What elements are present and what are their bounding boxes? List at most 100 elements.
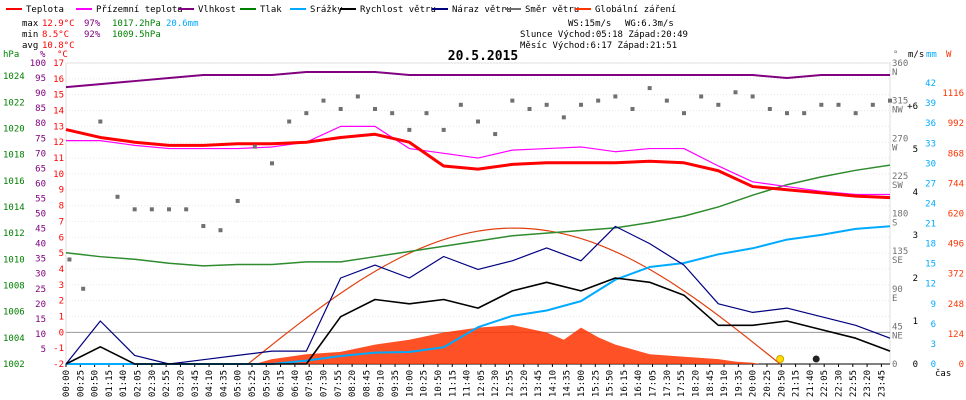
x-tick-label: 07:30	[320, 370, 330, 397]
sunset-marker	[776, 355, 785, 363]
x-tick-label: 20:50	[777, 370, 787, 397]
temp-tick: 14	[53, 107, 64, 117]
x-tick-label: 00:25	[76, 370, 86, 397]
mm-unit: mm	[926, 50, 937, 60]
stats-max-press: 1017.2hPa	[112, 19, 161, 29]
wind-direction-point	[81, 286, 86, 291]
legend-label: Srážky	[310, 5, 343, 15]
wind-direction-point	[235, 198, 240, 203]
wind-direction-point	[115, 194, 120, 199]
w-tick: 0	[959, 360, 964, 370]
wind-direction-point	[355, 94, 360, 99]
mm-tick: 9	[931, 300, 936, 310]
wind-direction-point	[527, 106, 532, 111]
x-tick-label: 12:55	[505, 370, 515, 397]
mm-tick: 0	[931, 360, 936, 370]
mm-tick: 36	[925, 119, 936, 129]
legend: Teplota Přízemní teplota Vlhkost Tlak Srážky…	[6, 5, 676, 15]
ground-temperature-line	[66, 125, 890, 196]
x-tick-label: 12:30	[491, 370, 501, 397]
stats-min-temp: 8.5°C	[42, 30, 69, 40]
wind-direction-point	[853, 111, 858, 116]
hpa-tick: 1014	[3, 203, 25, 213]
x-tick-label: 06:40	[291, 370, 301, 397]
legend-label: Náraz větru	[452, 5, 512, 15]
w-tick: 744	[948, 179, 964, 189]
x-tick-label: 05:50	[262, 370, 272, 397]
legend-label: Teplota	[26, 5, 64, 15]
stats-max-label: max	[22, 19, 39, 29]
hpa-tick: 1016	[3, 177, 25, 187]
hpa-unit: hPa	[3, 50, 19, 60]
wind-direction-point	[373, 106, 377, 111]
x-axis-unit: čas	[935, 368, 951, 379]
pct-tick: 85	[35, 104, 46, 114]
wind-wg: WG:6.3m/s	[625, 19, 674, 29]
wind-speed-line	[65, 277, 891, 365]
radiation-clear-sky-curve	[247, 227, 781, 365]
ms-tick: 0	[913, 360, 918, 370]
x-tick-label: 13:45	[534, 370, 544, 397]
left-axes: hPa% °C1024102210201018101610141012101010…	[3, 50, 68, 370]
temp-tick: 13	[53, 122, 64, 132]
humidity-line	[65, 71, 890, 89]
temp-tick: 12	[53, 138, 64, 148]
temp-tick: 5	[59, 249, 64, 259]
x-tick-label: 17:05	[649, 370, 659, 397]
mm-tick: 12	[925, 280, 936, 290]
x-tick-label: 05:25	[248, 370, 258, 397]
x-tick-label: 02:55	[162, 370, 172, 397]
dir-tick: 270	[892, 134, 908, 144]
stats-max-hum: 97%	[84, 19, 101, 29]
x-tick-label: 14:35	[563, 370, 573, 397]
pct-tick: 45	[35, 225, 46, 235]
wind-direction-point	[579, 102, 583, 107]
x-tick-label: 00:00	[62, 370, 72, 397]
x-tick-label: 10:00	[405, 370, 415, 397]
dir-tick: 45	[892, 322, 903, 332]
temp-tick: 0	[59, 328, 64, 338]
wind-direction-point	[441, 127, 446, 132]
moon-times: Měsíc Východ:6:17 Západ:21:51	[520, 41, 677, 51]
wind-direction-point	[836, 102, 841, 107]
x-tick-label: 03:20	[176, 370, 186, 397]
dir-tick: 90	[892, 285, 903, 295]
w-tick: 124	[948, 330, 964, 340]
temp-tick: 10	[53, 170, 64, 180]
x-tick-label: 14:10	[548, 370, 558, 397]
wind-direction-point	[888, 98, 892, 103]
dir-label: E	[892, 294, 897, 304]
ms-tick: 3	[913, 231, 918, 241]
x-tick-label: 15:00	[577, 370, 587, 397]
hpa-tick: 1006	[3, 308, 25, 318]
ms-unit: m/s	[908, 50, 924, 60]
dir-tick: 315	[892, 97, 908, 107]
x-tick-label: 18:20	[691, 370, 701, 397]
x-tick-label: 17:30	[663, 370, 673, 397]
pct-unit: %	[40, 50, 46, 60]
right-axes: m/s mm W°360N315NW270W225SW180S135SE90E45N…	[892, 50, 964, 370]
moonset-marker	[812, 355, 820, 363]
dir-label: SE	[892, 256, 903, 266]
wind-direction-point	[218, 228, 223, 233]
temp-tick: 4	[59, 265, 64, 275]
dir-tick: 360	[892, 59, 908, 69]
stats-max-temp: 12.9°C	[42, 19, 75, 29]
rain-line	[66, 225, 891, 365]
temp-tick: 16	[53, 75, 64, 85]
wind-direction-point	[167, 207, 171, 212]
wind-direction-point	[184, 207, 189, 212]
wind-direction-point	[493, 132, 498, 137]
wind-direction-point	[733, 90, 738, 95]
x-tick-label: 15:50	[606, 370, 616, 397]
temp-tick: 11	[53, 154, 64, 164]
wind-direction-point	[870, 102, 875, 107]
dir-label: W	[892, 143, 898, 153]
mm-tick: 3	[931, 340, 936, 350]
x-tick-label: 01:40	[119, 370, 129, 397]
x-tick-label: 22:05	[820, 370, 830, 397]
wind-direction-point	[390, 111, 395, 116]
x-tick-label: 07:05	[305, 370, 315, 397]
stats-avg-temp: 10.8°C	[42, 41, 75, 51]
